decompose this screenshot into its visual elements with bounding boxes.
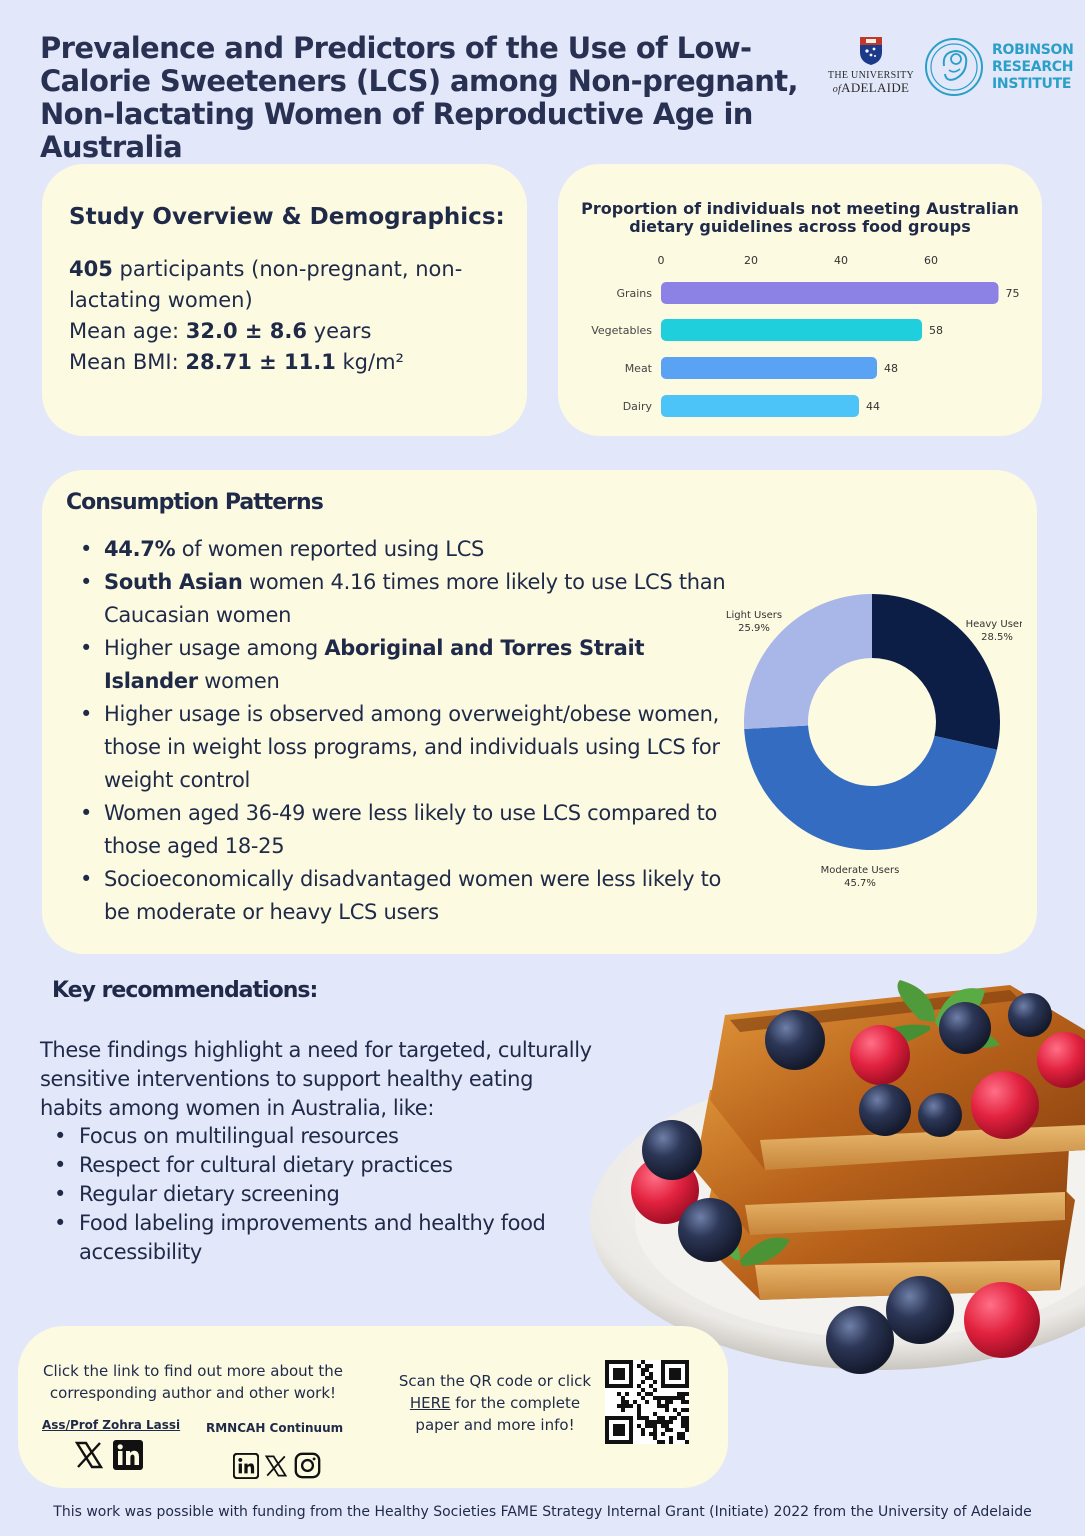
list-item: Higher usage among Aboriginal and Torres… (78, 632, 728, 698)
age-label: Mean age: (69, 319, 186, 343)
x-tick-label: 20 (744, 254, 758, 267)
paper-link[interactable]: HERE (409, 1394, 451, 1412)
list-item: South Asian women 4.16 times more likely… (78, 566, 728, 632)
slice-name-label: Light Users (726, 610, 782, 621)
qr-instructions: Scan the QR code or click HERE for the c… (390, 1370, 600, 1436)
list-item: Focus on multilingual resources (52, 1122, 572, 1151)
item-text: Socioeconomically disadvantaged women we… (104, 867, 722, 924)
item-emphasis: 44.7% (104, 537, 176, 561)
list-item: Regular dietary screening (52, 1180, 572, 1209)
category-label: Grains (616, 287, 652, 300)
recommendations-intro: These findings highlight a need for targ… (40, 1038, 592, 1120)
mean-age-line: Mean age: 32.0 ± 8.6 years (69, 316, 509, 347)
list-item: Women aged 36-49 were less likely to use… (78, 797, 728, 863)
links-card: Click the link to find out more about th… (18, 1326, 728, 1488)
university-crest-icon (859, 36, 883, 66)
category-label: Vegetables (591, 324, 652, 337)
overview-heading: Study Overview & Demographics: (69, 204, 505, 230)
dietary-guidelines-chart-card: Proportion of individuals not meeting Au… (558, 164, 1042, 436)
institute-name-line2: RESEARCH (992, 59, 1074, 75)
slice-value-label: 28.5% (981, 632, 1013, 643)
slice-value-label: 25.9% (738, 623, 770, 634)
fetus-circle-icon (925, 38, 983, 96)
slice-moderate-users (744, 725, 997, 850)
bmi-value: 28.71 ± 11.1 (185, 350, 336, 374)
bar-dairy (661, 395, 859, 417)
item-text: of women reported using LCS (175, 537, 485, 561)
slice-heavy-users (872, 594, 1000, 750)
university-logo: THE UNIVERSITY ofADELAIDE (826, 36, 916, 100)
qr-text-pre: Scan the QR code or click (398, 1372, 592, 1390)
bar-grains (661, 282, 999, 304)
overview-details: 405 participants (non-pregnant, non-lact… (69, 254, 509, 378)
x-tick-label: 60 (924, 254, 938, 267)
data-label: 48 (884, 362, 898, 375)
item-text: women (197, 669, 280, 693)
university-name-of: of (832, 84, 842, 95)
list-item: Food labeling improvements and healthy f… (52, 1209, 572, 1267)
list-item: 44.7% of women reported using LCS (78, 533, 728, 566)
qr-text-post: for the complete paper and more info! (415, 1394, 581, 1434)
data-label: 58 (929, 324, 943, 337)
list-item: Respect for cultural dietary practices (52, 1151, 572, 1180)
item-emphasis: South Asian (104, 570, 243, 594)
bar-chart: 0 20 40 60 Grains 75 Vegetables 58 Meat 48 Dairy 44 (591, 254, 1020, 417)
donut-chart: Heavy Users 28.5% Moderate Users 45.7% Light… (726, 594, 1022, 889)
participants-text: participants (non-pregnant, non-lactatin… (69, 257, 463, 312)
mean-bmi-line: Mean BMI: 28.71 ± 11.1 kg/m² (69, 347, 509, 378)
item-emphasis: Aboriginal and Torres Strait Islander (104, 636, 645, 693)
links-intro: Click the link to find out more about th… (43, 1362, 343, 1402)
slice-name-label: Moderate Users (821, 865, 900, 876)
participants-line: 405 participants (non-pregnant, non-lact… (69, 254, 509, 316)
study-overview-card: Study Overview & Demographics: 405 parti… (42, 164, 527, 436)
recommendations-list: Focus on multilingual resources Respect … (52, 1122, 572, 1267)
robinson-research-institute-logo: ROBINSON RESEARCH INSTITUTE (922, 36, 1074, 98)
bar-meat (661, 357, 877, 379)
consumption-patterns-card: Consumption Patterns 44.7% of women repo… (42, 470, 1037, 954)
linkedin-icon[interactable] (233, 1453, 259, 1479)
recommendations-heading: Key recommendations: (52, 978, 318, 1003)
funding-footer: This work was possible with funding from… (53, 1504, 1032, 1520)
linkedin-icon[interactable] (112, 1439, 144, 1471)
x-icon[interactable] (74, 1440, 104, 1470)
x-icon[interactable] (264, 1454, 288, 1478)
item-text-pre: Higher usage among (104, 636, 325, 660)
category-label: Meat (625, 362, 653, 375)
item-text: Women aged 36-49 were less likely to use… (104, 801, 718, 858)
age-value: 32.0 ± 8.6 (185, 319, 307, 343)
x-tick-label: 40 (834, 254, 848, 267)
institute-name-line1: ROBINSON (992, 42, 1074, 58)
bmi-label: Mean BMI: (69, 350, 186, 374)
instagram-icon[interactable] (294, 1452, 321, 1479)
item-text: Higher usage is observed among overweigh… (104, 702, 720, 792)
list-item: Socioeconomically disadvantaged women we… (78, 863, 728, 929)
french-toast-photo (590, 980, 1085, 1374)
slice-name-label: Heavy Users (966, 619, 1022, 630)
data-label: 75 (1006, 287, 1020, 300)
list-item: Higher usage is observed among overweigh… (78, 698, 728, 797)
page-title: Prevalence and Predictors of the Use of … (40, 31, 799, 164)
consumption-heading: Consumption Patterns (66, 490, 324, 515)
x-tick-label: 0 (658, 254, 665, 267)
bmi-unit: kg/m² (335, 350, 404, 374)
age-unit: years (307, 319, 372, 343)
university-name-line1: THE UNIVERSITY (827, 70, 915, 81)
slice-value-label: 45.7% (844, 878, 876, 889)
rmncah-label: RMNCAH Continuum (206, 1421, 344, 1435)
item-text: women 4.16 times more likely to use LCS … (104, 570, 726, 627)
author-link[interactable]: Ass/Prof Zohra Lassi (42, 1418, 181, 1432)
bar-chart-title: Proportion of individuals not meeting Au… (581, 199, 1019, 236)
bar-vegetables (661, 319, 922, 341)
qr-code-icon[interactable] (605, 1360, 689, 1444)
category-label: Dairy (623, 400, 653, 413)
slice-light-users (744, 594, 872, 730)
institute-name-line3: INSTITUTE (992, 76, 1072, 92)
participants-count: 405 (69, 257, 113, 281)
consumption-list: 44.7% of women reported using LCS South … (78, 533, 728, 929)
university-name-line2: ADELAIDE (841, 80, 910, 95)
data-label: 44 (866, 400, 880, 413)
